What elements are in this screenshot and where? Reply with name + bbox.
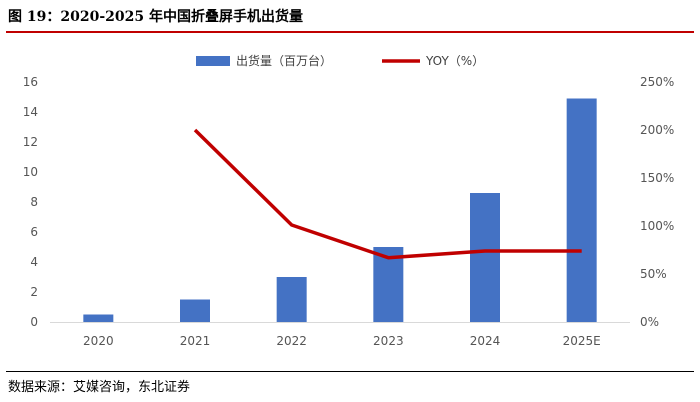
left-tick-label: 6 xyxy=(30,225,38,239)
x-tick-label: 2020 xyxy=(83,334,114,348)
left-tick-label: 14 xyxy=(23,105,38,119)
left-axis: 0 2 4 6 8 10 12 14 16 xyxy=(23,75,38,329)
left-tick-label: 16 xyxy=(23,75,38,89)
figure-title: 图 19：2020-2025 年中国折叠屏手机出货量 xyxy=(8,9,303,25)
right-tick-label: 200% xyxy=(640,123,674,137)
legend-line-label: YOY（%） xyxy=(425,54,484,68)
x-tick-label: 2024 xyxy=(470,334,501,348)
right-axis: 0% 50% 100% 150% 200% 250% xyxy=(640,75,674,329)
right-tick-label: 250% xyxy=(640,75,674,89)
bar xyxy=(276,277,307,322)
line-series xyxy=(193,128,582,260)
left-tick-label: 8 xyxy=(30,195,38,209)
left-tick-label: 0 xyxy=(30,315,38,329)
x-tick-label: 2023 xyxy=(373,334,404,348)
bar xyxy=(566,98,597,322)
title-divider xyxy=(6,31,694,33)
footer-divider xyxy=(6,371,694,372)
legend-bar-swatch xyxy=(196,56,230,66)
x-tick-label: 2025E xyxy=(563,334,601,348)
right-tick-label: 0% xyxy=(640,315,659,329)
left-tick-label: 4 xyxy=(30,255,38,269)
x-tick-label: 2021 xyxy=(180,334,211,348)
right-tick-label: 50% xyxy=(640,267,667,281)
bar xyxy=(180,299,210,322)
bar xyxy=(470,193,500,322)
left-tick-label: 2 xyxy=(30,285,38,299)
source-note: 数据来源：艾媒咨询，东北证券 xyxy=(8,380,191,395)
bar xyxy=(83,314,114,322)
x-axis: 2020 2021 2022 2023 2024 2025E xyxy=(50,322,630,348)
left-tick-label: 10 xyxy=(23,165,38,179)
legend-bar-label: 出货量（百万台） xyxy=(236,53,332,68)
bar xyxy=(373,247,404,322)
right-tick-label: 150% xyxy=(640,171,674,185)
bar-series xyxy=(83,98,597,322)
left-tick-label: 12 xyxy=(23,135,38,149)
x-tick-label: 2022 xyxy=(276,334,307,348)
right-tick-label: 100% xyxy=(640,219,674,233)
yoy-line xyxy=(193,128,582,260)
chart-legend: 出货量（百万台） YOY（%） xyxy=(196,53,484,68)
